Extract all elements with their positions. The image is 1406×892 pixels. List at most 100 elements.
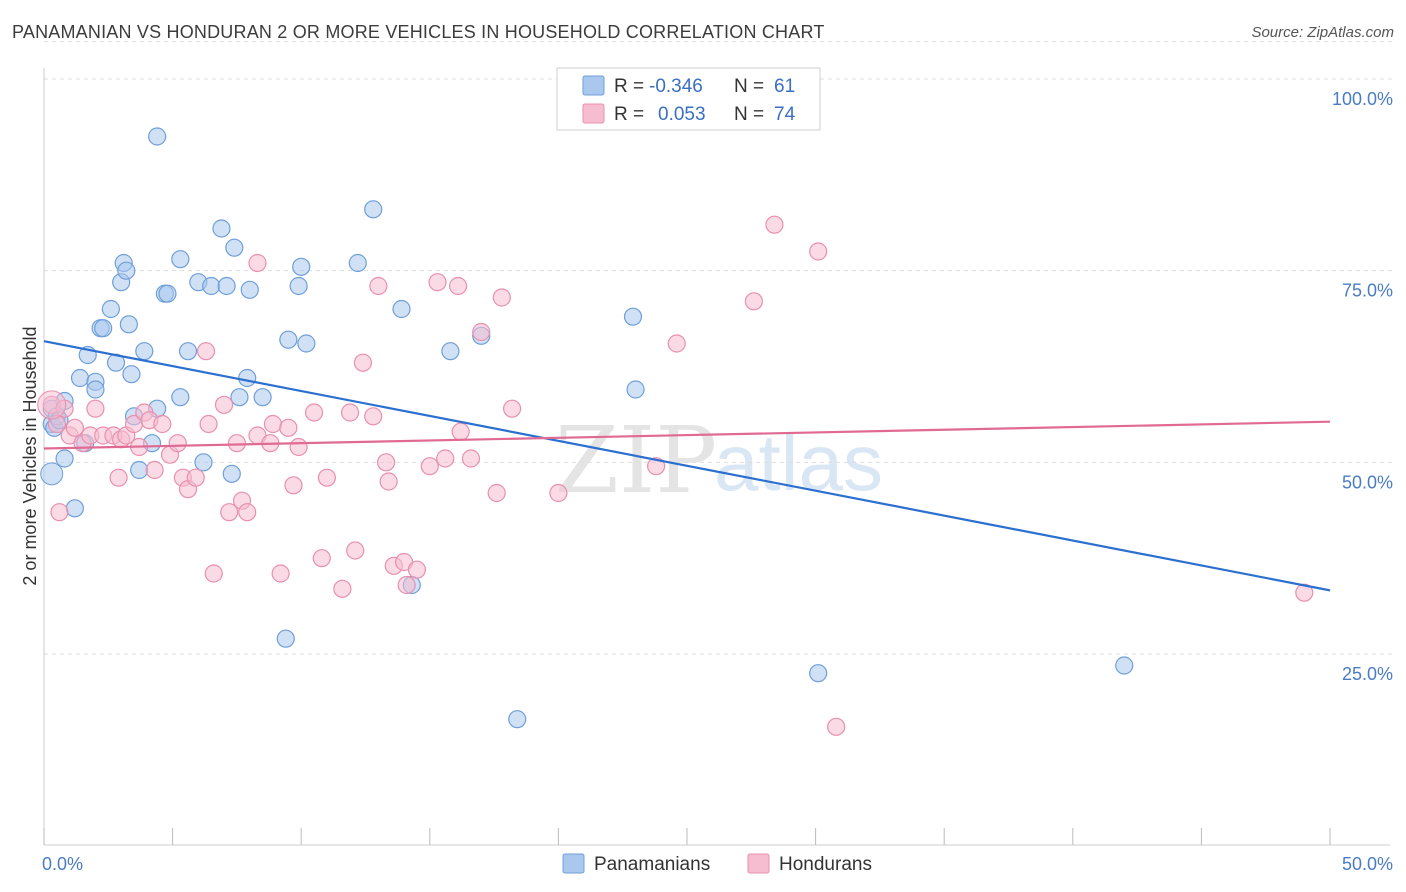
panamanian-point-34 — [194, 453, 213, 472]
honduran-point-66 — [549, 483, 568, 503]
honduran-point-32 — [238, 503, 257, 522]
bottom-legend-swatch-panamanians — [562, 853, 585, 874]
watermark: ZIP atlas — [555, 407, 883, 514]
x-tick-label-min: 0.0% — [42, 854, 83, 874]
honduran-point-28 — [214, 395, 234, 414]
panamanian-cluster-bubble — [40, 462, 64, 486]
bottom-legend-swatch-hondurans — [747, 853, 770, 874]
y-tick-label-25: 25.0% — [1342, 664, 1393, 684]
x-ticks — [43, 828, 1331, 845]
honduran-point-63 — [487, 483, 506, 503]
honduran-point-29 — [220, 503, 239, 522]
honduran-point-54 — [397, 575, 416, 595]
honduran-point-45 — [340, 403, 360, 422]
honduran-point-48 — [364, 407, 383, 426]
panamanian-point-20 — [119, 315, 138, 334]
watermark-zip: ZIP — [555, 407, 717, 514]
honduran-point-67 — [647, 457, 666, 476]
panamanian-point-41 — [238, 368, 257, 388]
honduran-point-47 — [353, 353, 373, 372]
y-tick-label-50: 50.0% — [1342, 472, 1393, 492]
panamanian-point-32 — [178, 342, 198, 361]
axes — [43, 68, 1390, 846]
panamanian-point-29 — [158, 284, 177, 303]
honduran-point-62 — [472, 322, 491, 342]
honduran-point-26 — [199, 414, 218, 434]
honduran-point-37 — [271, 564, 290, 583]
honduran-point-65 — [503, 399, 522, 418]
honduran-point-57 — [428, 273, 447, 292]
panamanian-point-58 — [809, 664, 828, 683]
honduran-point-55 — [407, 560, 427, 579]
legend-n-value-blue: 61 — [774, 76, 795, 97]
panamanian-point-59 — [1115, 656, 1134, 675]
honduran-point-18 — [145, 460, 164, 480]
honduran-point-2 — [50, 503, 69, 522]
honduran-point-11 — [109, 468, 128, 487]
honduran-point-46 — [346, 541, 365, 560]
panamanian-point-27 — [148, 127, 167, 146]
panamanian-point-23 — [130, 460, 149, 480]
legend-swatch-pink — [582, 103, 605, 124]
legend-n-value-pink: 74 — [774, 104, 796, 125]
honduran-point-68 — [667, 334, 686, 353]
honduran-point-50 — [376, 453, 396, 472]
honduran-point-60 — [451, 422, 470, 441]
honduran-point-70 — [765, 215, 784, 234]
panamanian-point-40 — [230, 388, 249, 407]
honduran-point-27 — [204, 564, 223, 583]
panamanian-point-56 — [623, 307, 643, 326]
y-tick-label-75: 75.0% — [1342, 281, 1393, 301]
series-legend: Panamanians Hondurans — [562, 853, 872, 875]
y-tick-labels: 25.0% 50.0% 75.0% 100.0% — [1332, 89, 1393, 684]
honduran-point-41 — [304, 403, 324, 422]
honduran-point-43 — [317, 468, 337, 487]
series-hondurans — [37, 215, 1314, 736]
panamanian-point-50 — [364, 200, 383, 219]
panamanian-point-31 — [171, 388, 190, 407]
honduran-point-36 — [263, 414, 283, 434]
panamanian-point-12 — [86, 380, 105, 399]
honduran-point-38 — [279, 418, 298, 437]
x-tick-label-max: 50.0% — [1342, 854, 1393, 874]
panamanian-point-45 — [279, 330, 298, 349]
y-axis-label: 2 or more Vehicles in Household — [20, 326, 40, 585]
panamanian-point-30 — [171, 250, 190, 269]
honduran-point-33 — [248, 253, 267, 273]
honduran-point-30 — [227, 434, 246, 453]
panamanian-point-38 — [222, 464, 241, 483]
panamanian-point-37 — [217, 276, 236, 296]
honduran-point-39 — [284, 476, 303, 495]
trend-lines — [43, 340, 1331, 592]
panamanian-point-19 — [117, 261, 136, 280]
honduran-point-25 — [196, 342, 216, 361]
honduran-point-49 — [369, 276, 388, 296]
panamanian-point-6 — [55, 449, 74, 468]
panamanian-point-14 — [94, 319, 113, 338]
honduran-point-59 — [448, 276, 468, 296]
honduran-point-21 — [168, 434, 187, 453]
legend-r-value-blue: -0.346 — [649, 76, 703, 97]
panamanian-point-35 — [202, 276, 221, 296]
legend-r-label-blue: R = — [614, 76, 644, 97]
legend-r-value-pink: 0.053 — [658, 104, 706, 125]
panamanian-point-48 — [297, 334, 316, 353]
legend-n-label-pink: N = — [734, 104, 764, 125]
honduran-point-61 — [461, 449, 481, 468]
chart-title: PANAMANIAN VS HONDURAN 2 OR MORE VEHICLE… — [12, 22, 825, 42]
bottom-legend-label-hondurans: Hondurans — [779, 854, 872, 875]
honduran-point-51 — [379, 472, 398, 491]
panamanian-trend-line — [43, 340, 1331, 592]
panamanian-point-53 — [441, 342, 460, 361]
panamanian-point-49 — [348, 253, 367, 273]
honduran-point-44 — [333, 579, 352, 598]
source-credit: Source: ZipAtlas.com — [1251, 24, 1394, 41]
panamanian-point-57 — [626, 380, 645, 399]
legend-n-label-blue: N = — [734, 76, 764, 97]
honduran-point-8 — [86, 399, 105, 418]
bottom-legend-label-panamanians: Panamanians — [594, 854, 710, 875]
legend-r-label-pink: R = — [614, 104, 644, 125]
honduran-point-58 — [436, 449, 455, 468]
correlation-legend: R = -0.346 N = 61 R = 0.053 N = 74 — [556, 67, 821, 131]
